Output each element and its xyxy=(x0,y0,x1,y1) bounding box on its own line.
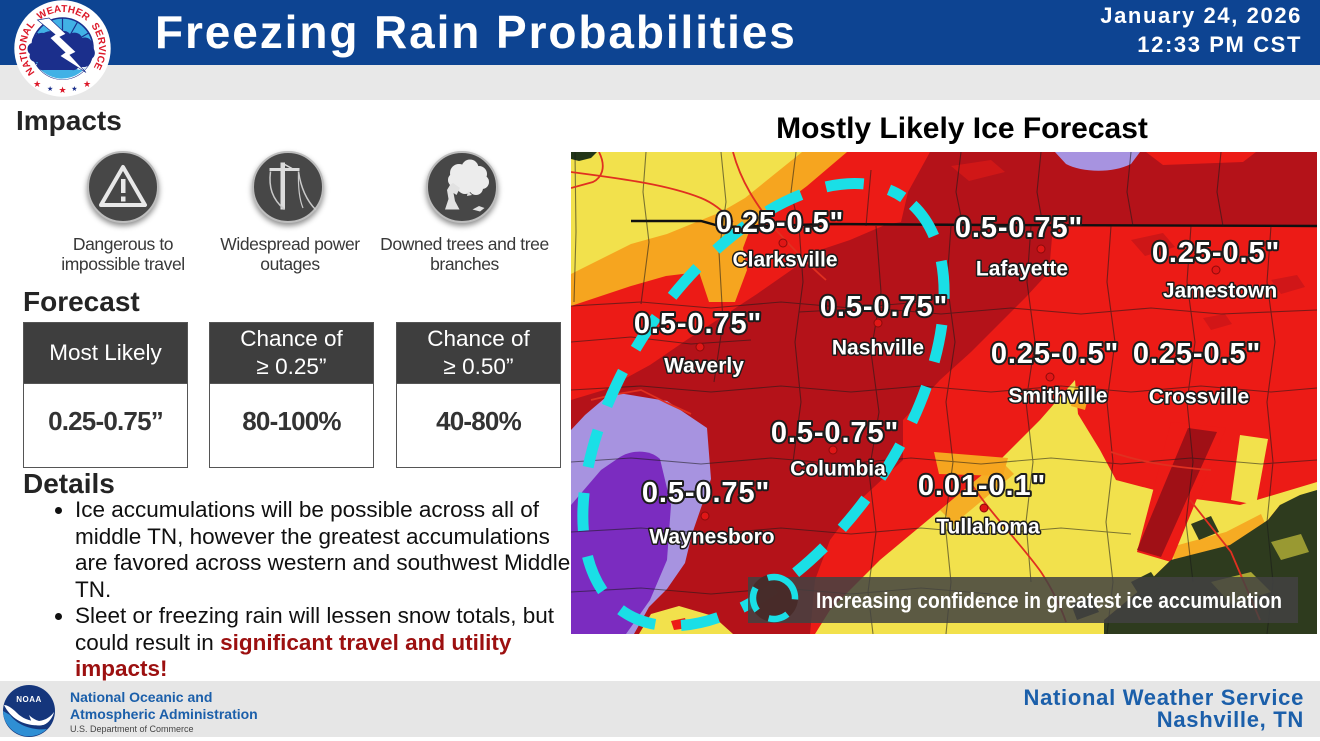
svg-text:Increasing confidence in great: Increasing confidence in greatest ice ac… xyxy=(816,588,1282,613)
svg-text:0.25-0.5": 0.25-0.5" xyxy=(1152,237,1280,269)
svg-text:0.01-0.1": 0.01-0.1" xyxy=(918,470,1046,502)
svg-text:★: ★ xyxy=(83,79,91,89)
svg-text:Waverly: Waverly xyxy=(664,355,744,378)
svg-text:Jamestown: Jamestown xyxy=(1163,280,1277,303)
svg-text:Tullahoma: Tullahoma xyxy=(936,516,1040,539)
svg-text:0.5-0.75": 0.5-0.75" xyxy=(642,477,770,509)
svg-text:★: ★ xyxy=(33,79,41,89)
svg-text:★: ★ xyxy=(47,85,53,93)
svg-text:Columbia: Columbia xyxy=(790,458,886,481)
svg-text:Waynesboro: Waynesboro xyxy=(649,526,774,549)
svg-text:Crossville: Crossville xyxy=(1149,386,1249,409)
svg-text:★: ★ xyxy=(58,85,66,95)
svg-text:0.25-0.5": 0.25-0.5" xyxy=(1133,338,1261,370)
svg-text:0.25-0.5": 0.25-0.5" xyxy=(991,338,1119,370)
svg-text:0.5-0.75": 0.5-0.75" xyxy=(771,417,899,449)
svg-text:NOAA: NOAA xyxy=(16,695,42,704)
svg-text:Smithville: Smithville xyxy=(1008,385,1107,408)
svg-text:Clarksville: Clarksville xyxy=(732,249,837,272)
svg-text:0.5-0.75": 0.5-0.75" xyxy=(955,212,1083,244)
svg-text:Nashville: Nashville xyxy=(832,337,924,360)
svg-text:0.5-0.75": 0.5-0.75" xyxy=(820,291,948,323)
svg-text:★: ★ xyxy=(71,85,77,93)
svg-text:0.25-0.5": 0.25-0.5" xyxy=(716,207,844,239)
svg-text:0.5-0.75": 0.5-0.75" xyxy=(634,308,762,340)
svg-text:Lafayette: Lafayette xyxy=(976,258,1068,281)
